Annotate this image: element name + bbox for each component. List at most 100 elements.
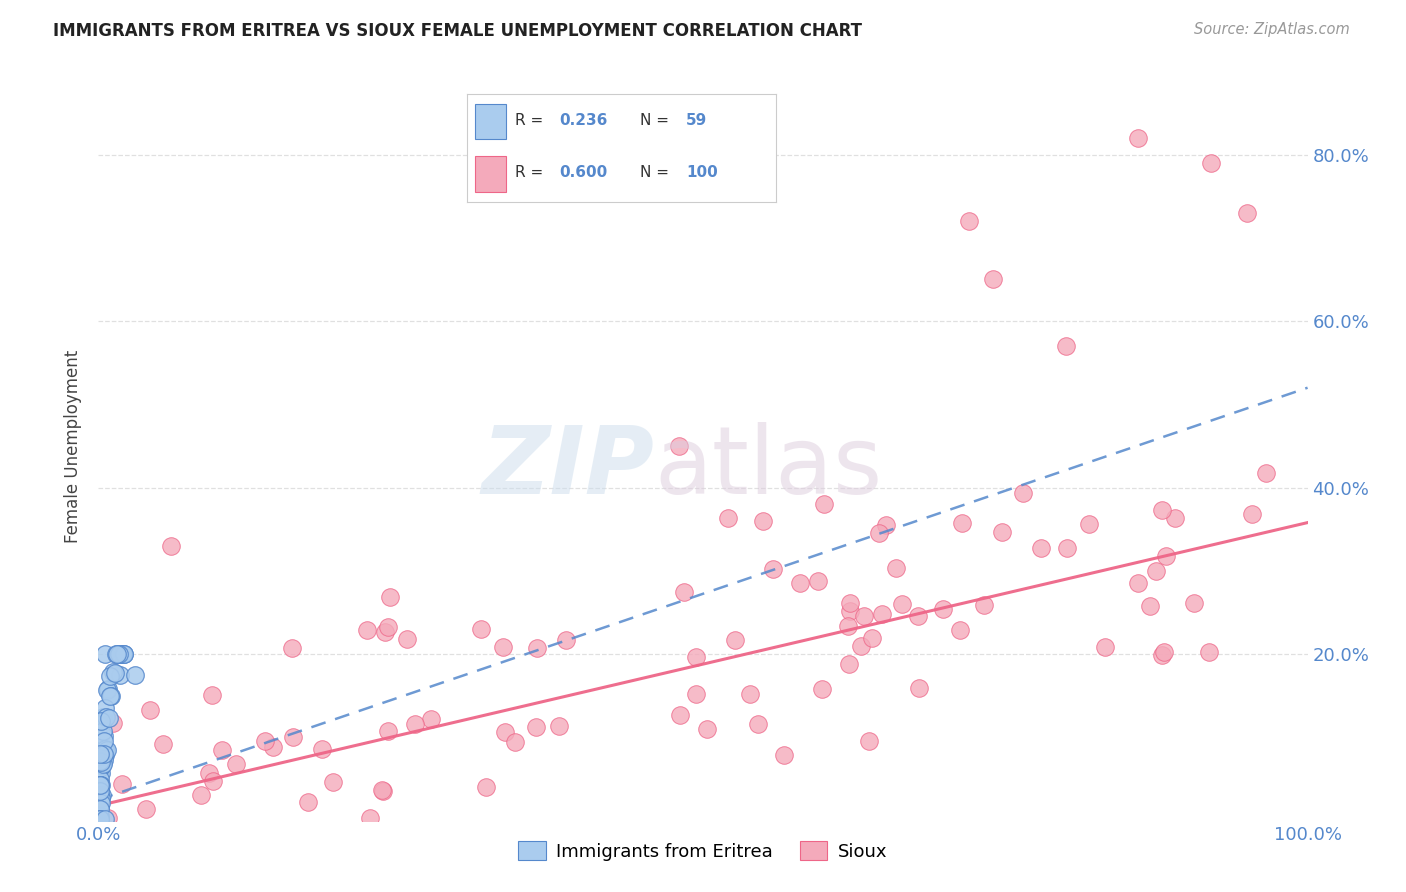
Point (1012, 486, 1035, 500)
Point (837, 619, 859, 633)
Point (322, 775, 344, 789)
Point (97, 811, 120, 825)
Point (849, 639, 872, 653)
Point (772, 747, 794, 762)
Point (981, 272, 1004, 286)
Point (111, 777, 134, 791)
Point (1150, 503, 1173, 517)
Point (94, 748, 117, 763)
Point (93, 753, 115, 767)
Point (90, 756, 112, 770)
Point (100, 689, 122, 703)
Point (470, 622, 492, 636)
Point (377, 620, 399, 634)
Point (526, 640, 548, 655)
Point (752, 514, 775, 528)
Point (97, 682, 120, 697)
Point (870, 607, 893, 622)
Point (853, 609, 876, 624)
Point (503, 735, 526, 749)
Point (112, 647, 135, 661)
Point (1256, 466, 1278, 480)
Point (1077, 516, 1099, 531)
Point (96, 710, 118, 724)
Point (89, 784, 111, 798)
Point (747, 717, 769, 731)
Point (1184, 596, 1206, 610)
Point (253, 734, 276, 748)
Point (91, 714, 114, 729)
Point (93, 734, 115, 748)
Point (112, 647, 135, 661)
Point (98, 710, 121, 724)
Point (90, 714, 112, 728)
Point (152, 737, 174, 751)
Point (555, 633, 578, 648)
Point (404, 717, 426, 731)
Point (991, 525, 1014, 540)
Point (281, 641, 304, 656)
Point (94, 700, 117, 714)
Point (1128, 131, 1150, 145)
Point (89, 788, 111, 802)
Point (201, 688, 224, 702)
Point (668, 439, 690, 453)
Point (105, 647, 128, 661)
Point (90, 766, 112, 780)
Point (475, 780, 498, 794)
Point (494, 724, 516, 739)
Point (104, 666, 127, 681)
Point (90, 778, 112, 792)
Point (89, 778, 111, 792)
Point (858, 734, 880, 748)
Point (868, 525, 890, 540)
Point (124, 668, 146, 682)
Point (98, 669, 121, 683)
Point (1128, 576, 1150, 591)
Point (1150, 648, 1173, 663)
Point (685, 687, 707, 701)
Point (884, 560, 907, 574)
Point (94, 710, 117, 724)
Point (949, 623, 972, 637)
Point (93, 756, 115, 771)
Point (90, 757, 112, 772)
Point (1094, 640, 1116, 654)
Point (89, 747, 111, 761)
Point (89, 732, 111, 747)
Point (685, 649, 707, 664)
Point (90, 788, 112, 802)
Point (94, 647, 117, 661)
Point (94, 812, 117, 826)
Point (311, 741, 333, 756)
Point (104, 647, 127, 661)
Point (1154, 549, 1177, 564)
Point (89, 800, 111, 814)
Point (548, 719, 571, 733)
Point (89, 761, 111, 775)
Y-axis label: Female Unemployment: Female Unemployment (65, 350, 83, 542)
Point (907, 608, 929, 623)
Point (356, 623, 378, 637)
Point (135, 802, 157, 816)
Point (813, 497, 835, 511)
Point (762, 562, 785, 576)
Point (839, 604, 862, 618)
Point (89, 772, 111, 786)
Point (1164, 511, 1187, 525)
Text: atlas: atlas (655, 423, 883, 515)
Point (89, 812, 111, 826)
Point (526, 721, 548, 735)
Point (491, 640, 513, 654)
Point (1056, 541, 1078, 555)
Point (225, 756, 247, 771)
Point (696, 722, 718, 736)
Point (908, 681, 931, 695)
Point (957, 214, 980, 228)
Point (190, 788, 212, 802)
Point (89, 809, 111, 823)
Point (1139, 599, 1161, 613)
Point (89, 812, 111, 826)
Point (1236, 206, 1258, 220)
Point (1054, 339, 1077, 353)
